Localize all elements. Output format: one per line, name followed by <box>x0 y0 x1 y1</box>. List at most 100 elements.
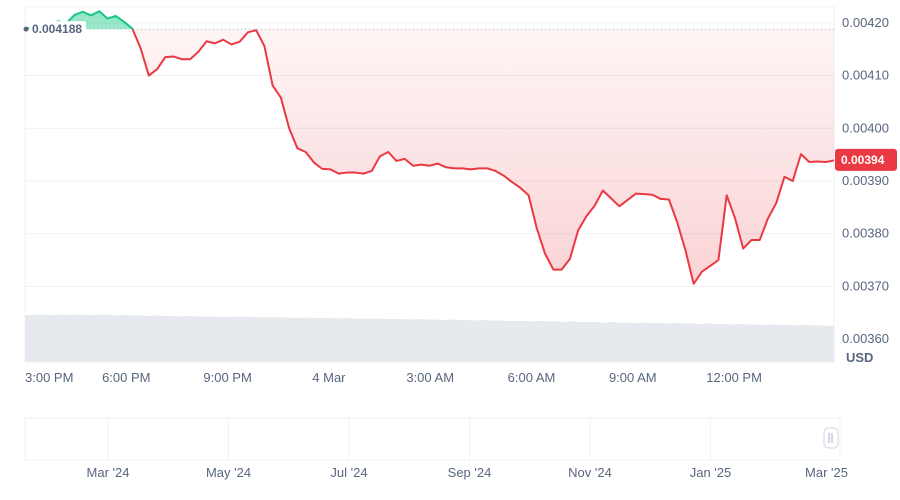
navigator-x-axis: Mar '24 May '24 Jul '24 Sep '24 Nov '24 Jan '… <box>87 465 848 480</box>
volume-bar <box>73 314 82 362</box>
volume-bar <box>461 320 471 362</box>
volume-bar <box>688 323 697 362</box>
navigator[interactable]: Mar '24 May '24 Jul '24 Sep '24 Nov '24 Jan '… <box>24 417 848 480</box>
volume-bar <box>801 325 811 362</box>
volume-bar <box>664 323 673 362</box>
volume-bar <box>534 321 544 362</box>
navigator-tick-label: Mar '25 <box>805 465 848 480</box>
navigator-tick-label: Nov '24 <box>568 465 612 480</box>
x-tick-label: 9:00 AM <box>609 370 657 385</box>
volume-bar <box>138 315 147 362</box>
volume-bar <box>583 322 592 362</box>
volume-bar <box>122 315 131 362</box>
volume-bar <box>445 319 455 362</box>
volume-bar <box>809 325 819 362</box>
volume-bar <box>785 325 794 362</box>
volume-bar <box>793 325 802 362</box>
volume-bar <box>656 323 665 362</box>
y-tick-label: 0.00370 <box>842 278 889 293</box>
volume-bar <box>591 322 600 362</box>
volume-bar <box>275 317 285 362</box>
y-tick-label: 0.00380 <box>842 226 889 241</box>
volume-bar <box>558 322 568 362</box>
volume-bar <box>81 315 91 362</box>
volume-bar <box>623 322 633 362</box>
volume-bar <box>486 320 495 362</box>
volume-bar <box>639 322 649 362</box>
volume-bar <box>243 317 252 362</box>
volume-bar <box>405 319 414 362</box>
volume-bar <box>33 314 42 362</box>
volume-bar <box>219 317 228 362</box>
volume-bar <box>413 319 422 362</box>
volume-bar <box>389 319 398 362</box>
navigator-handle[interactable] <box>823 427 839 449</box>
volume-bar <box>308 318 317 362</box>
price-line-down <box>24 29 835 285</box>
volume-bar <box>57 314 66 362</box>
volume-bar <box>283 317 293 362</box>
volume-bar <box>267 317 277 362</box>
x-tick-label: 6:00 AM <box>508 370 556 385</box>
x-tick-label: 12:00 PM <box>706 370 762 385</box>
volume-bar <box>478 320 487 362</box>
current-price-label: 0.00394 <box>841 153 885 167</box>
volume-bar <box>777 325 786 362</box>
x-tick-label: 4 Mar <box>312 370 346 385</box>
price-area-up <box>25 11 133 30</box>
volume-bar <box>745 324 754 362</box>
current-price-tag <box>835 148 897 171</box>
x-axis: 3:00 PM 6:00 PM 9:00 PM 4 Mar 3:00 AM 6:00 AM… <box>25 370 762 385</box>
volume-bar <box>720 324 730 362</box>
volume-bar <box>154 315 163 362</box>
x-tick-label: 9:00 PM <box>203 370 251 385</box>
volume-bar <box>259 317 268 362</box>
navigator-frame <box>24 417 841 461</box>
x-tick-label: 3:00 PM <box>25 370 73 385</box>
volume-bar <box>364 319 374 362</box>
x-tick-label: 6:00 PM <box>102 370 150 385</box>
volume-bar <box>526 321 535 362</box>
volume-bar <box>817 325 827 362</box>
volume-bar <box>567 321 576 362</box>
navigator-tick-label: May '24 <box>206 465 251 480</box>
volume-bar <box>130 315 139 362</box>
navigator-tick-label: Mar '24 <box>87 465 130 480</box>
volume-bar <box>89 315 99 362</box>
volume-bar <box>502 321 511 362</box>
volume-bar <box>728 324 738 362</box>
volume-bar <box>235 316 244 362</box>
volume-bar <box>615 322 624 362</box>
reference-dot <box>23 26 29 32</box>
volume-bar <box>631 323 641 362</box>
volume-bar <box>356 318 366 362</box>
volume-bar <box>429 319 438 362</box>
volume-bar <box>146 316 155 362</box>
volume-bar <box>672 323 681 362</box>
volume-bar <box>397 319 406 362</box>
volume-bar <box>518 321 527 362</box>
volume-bar <box>599 322 608 362</box>
volume-bar <box>113 315 123 362</box>
volume-bar <box>372 318 382 362</box>
price-lines <box>24 10 835 285</box>
volume-bar <box>769 324 778 362</box>
volume-bars <box>25 314 835 362</box>
navigator-tick-label: Jul '24 <box>330 465 367 480</box>
volume-bar <box>736 324 746 362</box>
volume-bar <box>25 315 34 362</box>
volume-bar <box>316 318 325 362</box>
navigator-tick-label: Sep '24 <box>448 465 492 480</box>
price-area-down <box>25 29 834 284</box>
volume-bar <box>251 317 260 362</box>
volume-bar <box>469 320 479 362</box>
volume-bar <box>348 318 357 362</box>
navigator-grid <box>107 418 711 460</box>
y-axis-unit: USD <box>846 350 873 365</box>
volume-bar <box>712 324 722 362</box>
volume-bar <box>696 324 705 362</box>
volume-bar <box>49 315 58 362</box>
volume-bar <box>680 323 689 362</box>
volume-bar <box>291 318 301 362</box>
